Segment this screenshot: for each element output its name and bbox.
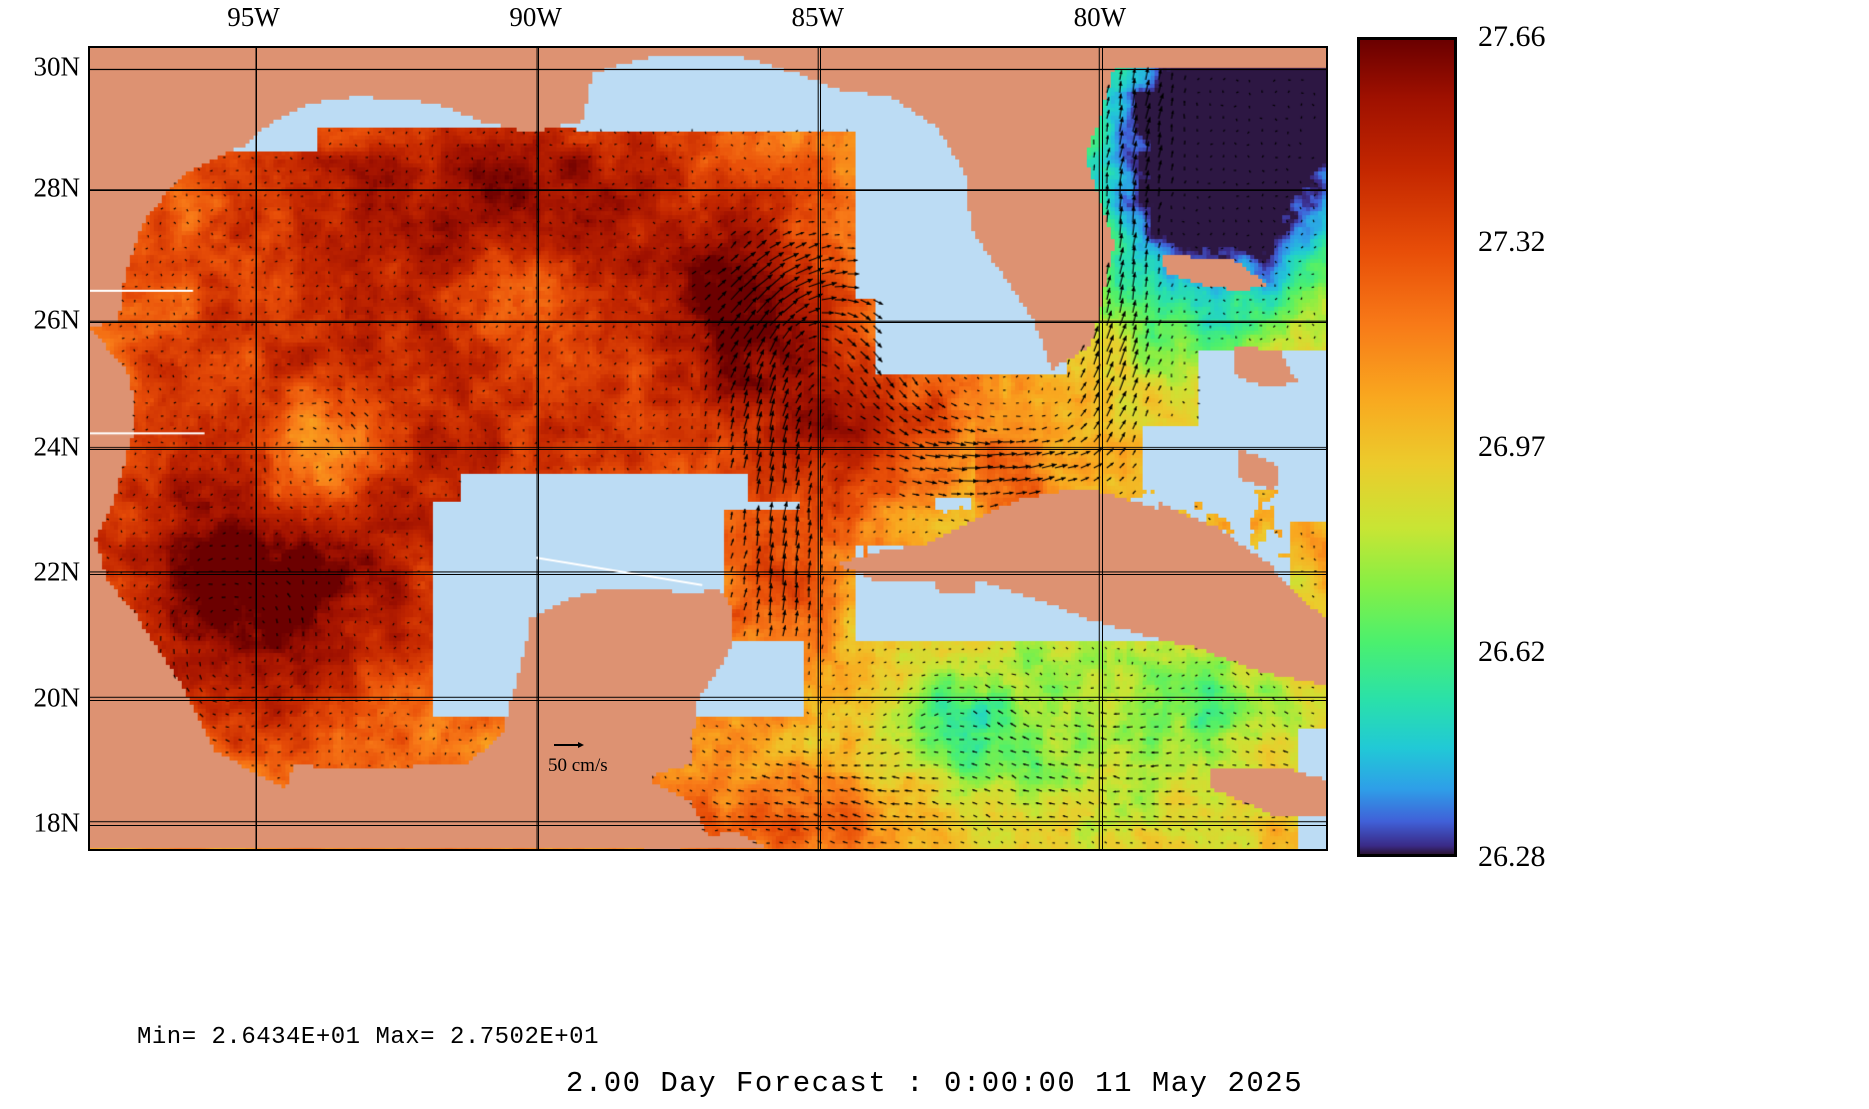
gridline-horizontal xyxy=(90,322,1326,323)
gridline-vertical xyxy=(538,48,539,849)
lat-tick-label-18n: 18N xyxy=(33,807,81,838)
lon-tick-label-80w: 80W xyxy=(1073,2,1127,32)
gridline-horizontal xyxy=(90,190,1326,191)
gridline-horizontal xyxy=(90,825,1326,826)
colorbar-tick-26-97: 26.97 xyxy=(1478,430,1546,463)
map-plot-area xyxy=(88,46,1328,851)
gridline-vertical xyxy=(820,48,821,849)
colorbar-tick-27-32: 27.32 xyxy=(1478,225,1546,258)
sst-current-map-canvas xyxy=(90,48,1326,849)
gridline-vertical xyxy=(1102,48,1103,849)
lat-tick-label-20n: 20N xyxy=(33,682,81,713)
lat-tick-label-24n: 24N xyxy=(33,431,81,462)
lat-tick-label-30n: 30N xyxy=(33,51,81,82)
colorbar-tick-26-28: 26.28 xyxy=(1478,840,1546,873)
colorbar-container xyxy=(1357,37,1457,857)
gridline-horizontal xyxy=(90,449,1326,450)
velocity-key-arrowhead-icon xyxy=(578,742,584,748)
gridline-horizontal xyxy=(90,700,1326,701)
min-max-readout: Min= 2.6434E+01 Max= 2.7502E+01 xyxy=(137,1024,599,1051)
gridline-vertical xyxy=(256,48,257,849)
velocity-key-arrow-icon xyxy=(554,744,582,746)
lon-tick-label-90w: 90W xyxy=(509,2,562,32)
figure-title: 2.00 Day Forecast : 0:00:00 11 May 2025 xyxy=(565,1067,1304,1100)
colorbar-tick-27-66: 27.66 xyxy=(1478,20,1546,53)
lon-tick-label-95w: 95W xyxy=(227,2,280,32)
colorbar-gradient xyxy=(1357,37,1457,857)
gridline-horizontal xyxy=(90,69,1326,70)
colorbar-tick-26-62: 26.62 xyxy=(1478,635,1546,668)
lat-tick-label-28n: 28N xyxy=(33,172,81,203)
lat-tick-label-22n: 22N xyxy=(33,556,81,587)
velocity-key-label: 50 cm/s xyxy=(548,755,608,776)
lat-tick-label-26n: 26N xyxy=(33,304,81,335)
lon-tick-label-85w: 85W xyxy=(791,2,844,32)
gridline-horizontal xyxy=(90,574,1326,575)
velocity-scale-key: 50 cm/s xyxy=(548,742,678,777)
